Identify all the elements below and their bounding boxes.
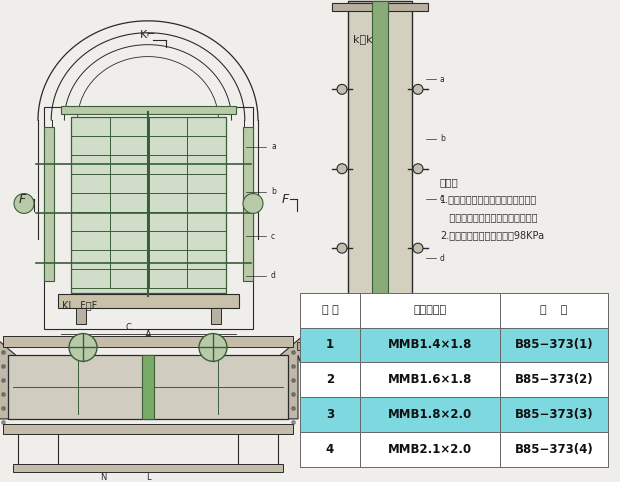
Bar <box>76 308 86 323</box>
Text: N: N <box>100 473 106 482</box>
Bar <box>8 355 288 419</box>
Text: F: F <box>19 193 25 206</box>
Text: B85−373(1): B85−373(1) <box>515 338 593 351</box>
Bar <box>58 294 239 308</box>
Text: 说明：: 说明： <box>440 177 459 187</box>
Bar <box>360 432 500 467</box>
Bar <box>300 362 360 397</box>
Polygon shape <box>280 308 336 467</box>
Bar <box>360 362 500 397</box>
Text: K⌐: K⌐ <box>140 30 156 40</box>
Bar <box>372 1 388 336</box>
Text: KL  F－F: KL F－F <box>62 300 97 310</box>
Text: k－k: k－k <box>353 34 373 44</box>
Text: MMB2.1×2.0: MMB2.1×2.0 <box>388 442 472 455</box>
Circle shape <box>337 243 347 253</box>
Bar <box>332 3 428 11</box>
Text: 的通道中，以防止水的突然浸入。: 的通道中，以防止水的突然浸入。 <box>440 213 538 222</box>
Bar <box>500 328 608 362</box>
Text: b: b <box>271 187 276 196</box>
Text: 2: 2 <box>326 373 334 386</box>
Text: 1: 1 <box>326 338 334 351</box>
Bar <box>500 397 608 432</box>
Bar <box>211 308 221 323</box>
Bar <box>348 1 412 336</box>
Circle shape <box>14 194 34 214</box>
Text: a: a <box>440 75 445 84</box>
Text: 4: 4 <box>326 442 334 455</box>
Text: c: c <box>271 232 275 241</box>
Bar <box>44 107 253 329</box>
Bar <box>360 328 500 362</box>
Bar <box>142 355 154 419</box>
Text: MMB1.6×1.8: MMB1.6×1.8 <box>388 373 472 386</box>
Text: MMB1.4×1.8: MMB1.4×1.8 <box>388 338 472 351</box>
Bar <box>300 328 360 362</box>
Bar <box>297 343 332 350</box>
Text: b: b <box>440 134 445 144</box>
Text: 1.本密闭门设于井下水泵房和变电所: 1.本密闭门设于井下水泵房和变电所 <box>440 195 538 204</box>
Bar <box>360 293 500 328</box>
Text: d: d <box>440 254 445 263</box>
Circle shape <box>199 334 227 362</box>
Circle shape <box>337 164 347 174</box>
Bar <box>332 343 428 350</box>
Bar <box>71 117 226 293</box>
Bar <box>300 293 360 328</box>
Text: a: a <box>271 142 276 151</box>
Bar <box>3 424 293 434</box>
Text: A: A <box>144 330 151 339</box>
Circle shape <box>413 164 423 174</box>
Text: 2.本密闭门最大承受压力为98KPa: 2.本密闭门最大承受压力为98KPa <box>440 230 544 241</box>
Bar <box>61 106 236 114</box>
Text: 3: 3 <box>326 408 334 421</box>
Text: 图    号: 图 号 <box>541 305 568 315</box>
Text: 型号及规格: 型号及规格 <box>414 305 446 315</box>
Text: B85−373(3): B85−373(3) <box>515 408 593 421</box>
Text: d: d <box>271 271 276 281</box>
Text: F: F <box>281 193 289 206</box>
Bar <box>360 397 500 432</box>
Bar <box>428 343 463 350</box>
Text: c: c <box>440 194 444 203</box>
Circle shape <box>337 84 347 94</box>
Circle shape <box>413 243 423 253</box>
Circle shape <box>243 194 263 214</box>
Bar <box>300 397 360 432</box>
Text: MMB1.8×2.0: MMB1.8×2.0 <box>388 408 472 421</box>
Text: 序 号: 序 号 <box>322 305 339 315</box>
Bar <box>243 127 253 281</box>
Text: B85−373(4): B85−373(4) <box>515 442 593 455</box>
Text: B85−373(2): B85−373(2) <box>515 373 593 386</box>
Bar <box>13 464 283 471</box>
Circle shape <box>69 334 97 362</box>
Bar <box>500 432 608 467</box>
Bar <box>44 127 54 281</box>
Bar <box>500 362 608 397</box>
Text: L: L <box>146 473 150 482</box>
Bar <box>3 335 293 348</box>
Bar <box>500 293 608 328</box>
Bar <box>300 432 360 467</box>
Circle shape <box>413 84 423 94</box>
Text: C: C <box>125 322 131 332</box>
Polygon shape <box>0 308 16 467</box>
Polygon shape <box>304 343 456 377</box>
